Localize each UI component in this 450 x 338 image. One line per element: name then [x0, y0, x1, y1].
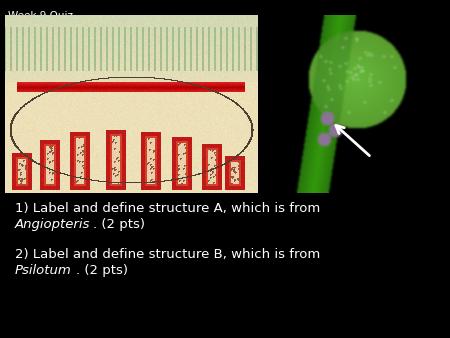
- Text: 1) Label and define structure A, which is from: 1) Label and define structure A, which i…: [15, 202, 320, 215]
- Text: B: B: [415, 149, 430, 168]
- Text: 2) Label and define structure B, which is from: 2) Label and define structure B, which i…: [15, 248, 320, 261]
- Text: . (2 pts): . (2 pts): [76, 264, 128, 277]
- Text: Psilotum: Psilotum: [15, 264, 72, 277]
- Text: Angiopteris: Angiopteris: [15, 218, 90, 231]
- Text: Week 9 Quiz: Week 9 Quiz: [8, 11, 73, 21]
- Text: A: A: [15, 166, 30, 185]
- Text: . (2 pts): . (2 pts): [93, 218, 145, 231]
